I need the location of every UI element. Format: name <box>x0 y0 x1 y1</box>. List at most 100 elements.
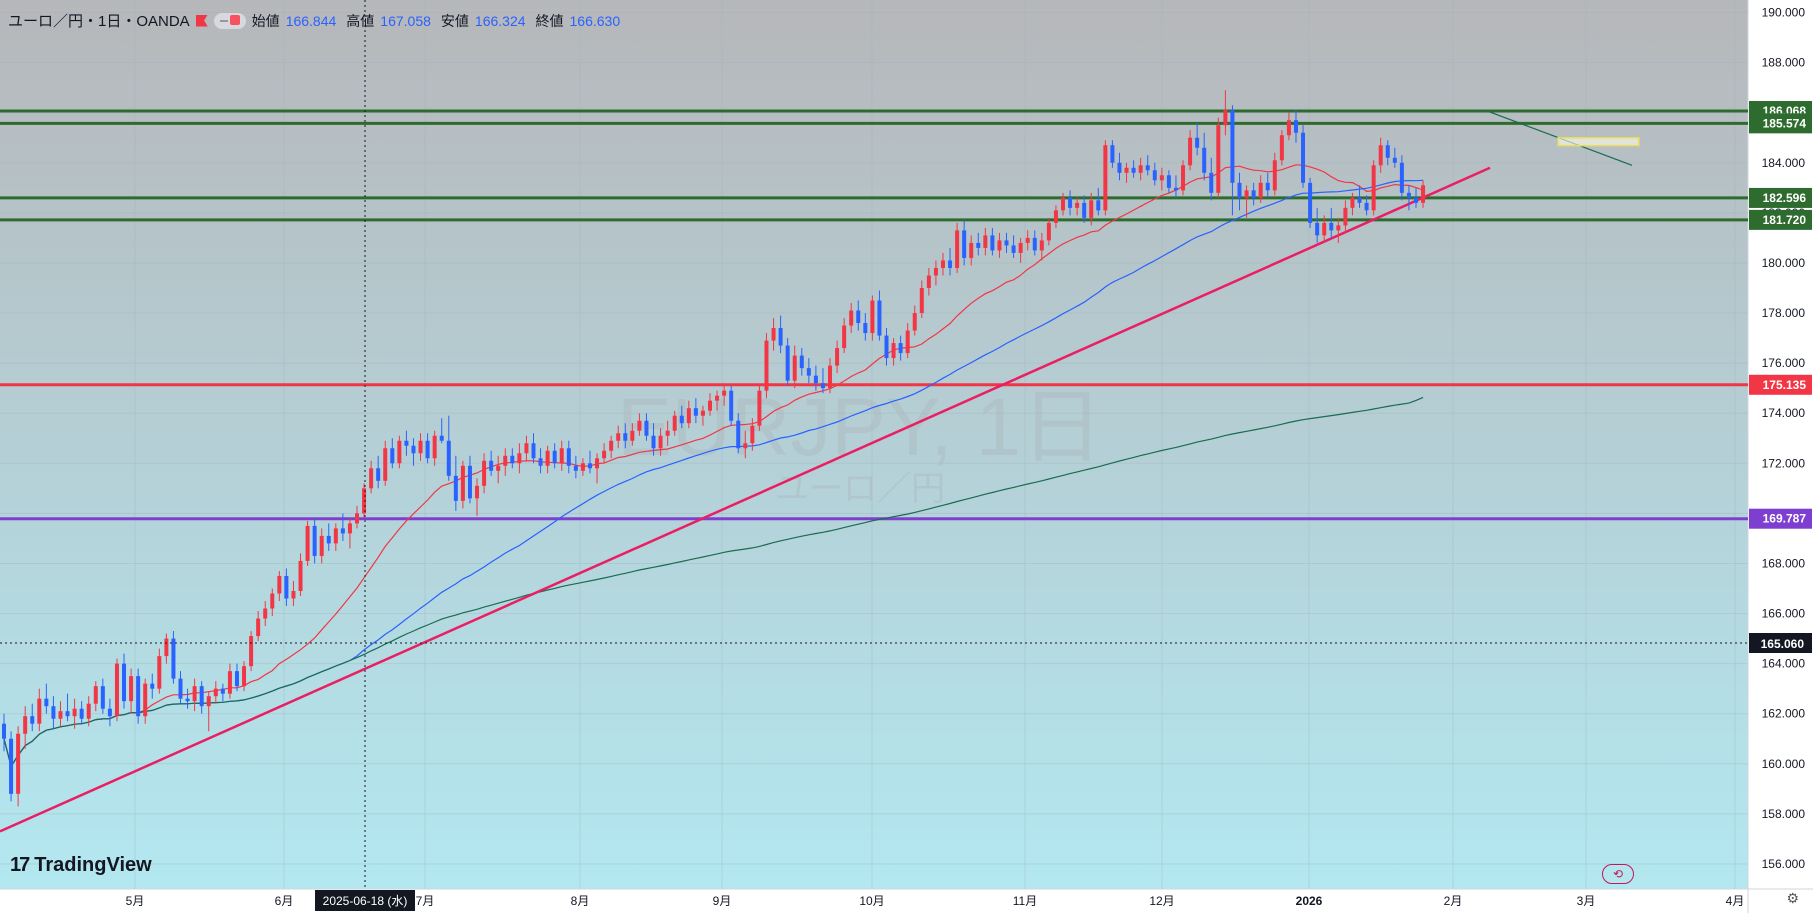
candle-body <box>672 415 677 431</box>
close-label: 終値 <box>535 12 564 29</box>
candle-body <box>969 242 974 258</box>
candle-body <box>531 443 536 459</box>
candle-body <box>1209 172 1214 193</box>
candle-body <box>1216 125 1221 193</box>
candle-body <box>863 323 868 334</box>
candle-body <box>340 528 345 534</box>
candle-body <box>1223 110 1228 126</box>
level-price-label: 175.135 <box>1763 378 1807 392</box>
highlight-box <box>1557 136 1640 147</box>
candle-body <box>475 485 480 499</box>
candle-body <box>1053 210 1058 223</box>
candle-body <box>700 410 705 416</box>
candle-body <box>122 663 127 702</box>
time-tick-label: 2月 <box>1444 894 1463 908</box>
candle-body <box>849 310 854 326</box>
candle-body <box>1152 170 1157 181</box>
candle-body <box>79 708 84 719</box>
candle-body <box>799 355 804 369</box>
candle-body <box>397 440 402 464</box>
candle-body <box>1343 207 1348 226</box>
symbol-title[interactable]: ユーロ／円・1日・OANDA <box>8 13 190 30</box>
tradingview-logo[interactable]: 17 TradingView <box>10 854 152 877</box>
candle-body <box>651 435 656 449</box>
candle-body <box>1202 147 1207 173</box>
level-price-label: 169.787 <box>1763 512 1807 526</box>
crosshair-date-label: 2025-06-18 (水) <box>323 894 408 908</box>
candle-body <box>884 335 889 359</box>
close-value: 166.630 <box>569 12 621 29</box>
price-axis[interactable]: 156.000 158.000 160.000 162.000 164.000 166.0… <box>1749 6 1812 871</box>
candle-body <box>820 383 825 389</box>
crosshair-price-label: 165.060 <box>1761 637 1805 651</box>
price-tick-label: 174.000 <box>1762 406 1806 420</box>
candle-body <box>129 676 134 702</box>
watermark-sub: ユーロ／円 <box>775 470 945 508</box>
candle-body <box>326 535 331 544</box>
time-tick-label: 8月 <box>571 894 590 908</box>
price-tick-label: 184.000 <box>1762 156 1806 170</box>
price-tick-label: 166.000 <box>1762 607 1806 621</box>
candle-body <box>192 686 197 702</box>
candle-body <box>524 443 529 454</box>
candle-body <box>686 408 691 424</box>
candle-body <box>1251 190 1256 198</box>
candle-body <box>1230 110 1235 183</box>
candle-body <box>291 590 296 599</box>
candle-body <box>270 593 275 609</box>
candle-body <box>517 453 522 464</box>
candle-body <box>44 698 49 707</box>
candle-body <box>785 345 790 381</box>
low-label: 安値 <box>440 12 469 29</box>
price-tick-label: 190.000 <box>1762 6 1806 20</box>
candle-body <box>602 450 607 459</box>
candle-body <box>1089 200 1094 218</box>
market-status-icon[interactable] <box>213 12 246 29</box>
time-tick-label: 11月 <box>1013 894 1037 908</box>
candle-body <box>1110 145 1115 163</box>
candle-body <box>1173 187 1178 191</box>
candle-body <box>990 235 995 251</box>
level-price-label-bg <box>1749 113 1812 134</box>
candle-body <box>729 390 734 421</box>
candle-body <box>1068 197 1073 208</box>
candle-body <box>644 420 649 436</box>
candle-body <box>390 448 395 464</box>
candle-body <box>926 275 931 288</box>
candle-body <box>86 703 91 719</box>
candle-body <box>1392 157 1397 163</box>
candle-body <box>609 440 614 451</box>
candle-body <box>891 343 896 359</box>
price-tick-label: 176.000 <box>1762 356 1806 370</box>
candle-body <box>220 688 225 694</box>
candle-body <box>418 440 423 454</box>
candle-body <box>93 686 98 704</box>
candle-body <box>355 513 359 524</box>
candle-body <box>1378 145 1383 166</box>
price-tick-label: 180.000 <box>1762 256 1806 270</box>
low-value: 166.324 <box>474 12 526 29</box>
settings-gear-icon[interactable]: ⚙ <box>1786 890 1799 906</box>
candle-body <box>905 330 910 354</box>
candle-body <box>1145 165 1150 171</box>
candle-body <box>369 468 374 489</box>
replay-icon[interactable]: ⟲ <box>1602 864 1634 884</box>
candle-body <box>37 698 42 724</box>
time-axis[interactable]: 5月 6月 7月 8月 9月 10月 11月 12月 2026 2月 3月 4月 <box>126 894 1745 908</box>
candle-body <box>1357 197 1362 203</box>
candle-body <box>573 465 578 471</box>
candle-body <box>566 448 571 466</box>
candle-body <box>764 340 769 391</box>
candle-body <box>679 415 684 424</box>
time-tick-label: 9月 <box>713 894 732 908</box>
high-value: 167.058 <box>380 12 431 29</box>
time-tick-label: 2026 <box>1296 894 1323 908</box>
crosshair-price-label-bg <box>1749 633 1812 653</box>
price-tick-label: 172.000 <box>1762 456 1806 470</box>
candle-body <box>1004 240 1009 246</box>
moving-averages <box>3 164 1424 768</box>
candle-body <box>58 711 63 719</box>
candle-body <box>1061 197 1065 211</box>
flag-icon[interactable] <box>195 14 208 27</box>
